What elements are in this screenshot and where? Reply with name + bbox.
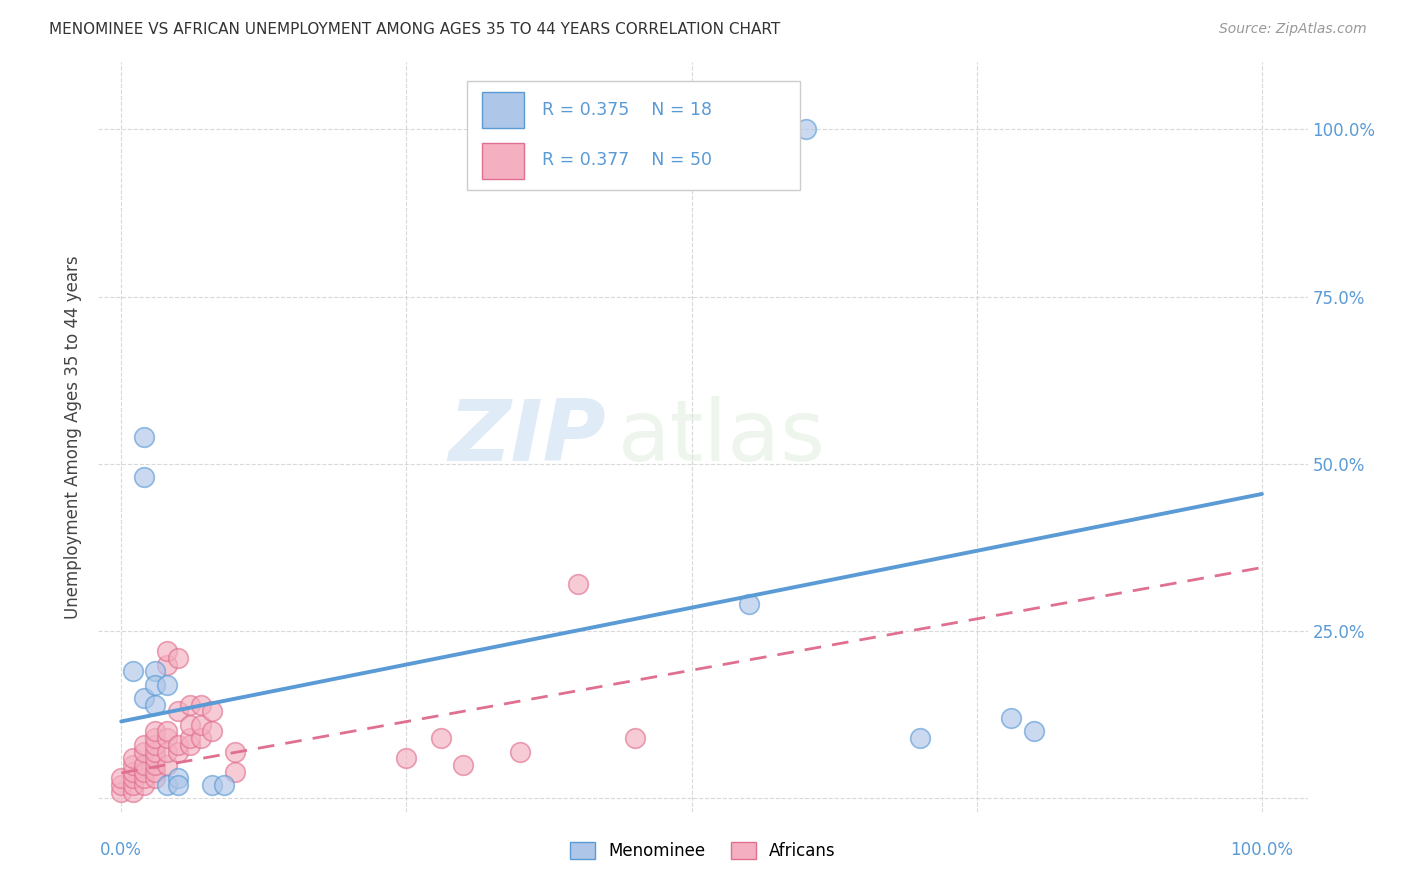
Point [110,771,132,786]
Point [179,717,201,731]
Point [132,764,155,779]
Point [167,744,190,758]
Point [132,470,155,484]
Point [179,738,201,752]
Point [201,724,224,739]
Point [145,724,167,739]
Point [121,758,143,772]
Point [145,738,167,752]
Point [190,731,212,746]
Bar [482,143,524,178]
Point [167,705,190,719]
Point [190,717,212,731]
Text: 0.0%: 0.0% [100,841,142,859]
Point [132,744,155,758]
Point [145,764,167,779]
Text: MENOMINEE VS AFRICAN UNEMPLOYMENT AMONG AGES 35 TO 44 YEARS CORRELATION CHART: MENOMINEE VS AFRICAN UNEMPLOYMENT AMONG … [49,22,780,37]
Point [794,122,817,136]
Point [145,771,167,786]
Point [429,731,451,746]
Point [737,598,759,612]
Point [156,731,179,746]
Text: Source: ZipAtlas.com: Source: ZipAtlas.com [1219,22,1367,37]
Legend: Menominee, Africans: Menominee, Africans [564,836,842,867]
Point [110,785,132,799]
Point [179,731,201,746]
Point [167,651,190,665]
Point [156,758,179,772]
Text: ZIP: ZIP [449,395,606,479]
FancyBboxPatch shape [467,81,800,190]
Point [156,744,179,758]
Y-axis label: Unemployment Among Ages 35 to 44 years: Unemployment Among Ages 35 to 44 years [65,255,83,619]
Text: R = 0.375    N = 18: R = 0.375 N = 18 [543,101,713,119]
Text: 100.0%: 100.0% [1230,841,1294,859]
Point [1022,724,1045,739]
Point [224,764,246,779]
Point [156,724,179,739]
Point [132,771,155,786]
Bar [482,93,524,128]
Point [145,758,167,772]
Point [145,731,167,746]
Point [1000,711,1022,725]
Point [156,678,179,692]
Point [167,778,190,792]
Point [145,744,167,758]
Point [395,751,418,765]
Point [623,731,645,746]
Point [224,744,246,758]
Point [132,430,155,444]
Point [156,778,179,792]
Point [145,698,167,712]
Point [121,751,143,765]
Point [145,678,167,692]
Point [212,778,235,792]
Point [132,758,155,772]
Point [156,644,179,658]
Point [132,778,155,792]
Point [167,738,190,752]
Point [121,785,143,799]
Point [121,664,143,679]
Point [453,758,475,772]
Point [179,698,201,712]
Point [908,731,931,746]
Point [190,698,212,712]
Point [201,778,224,792]
Point [121,778,143,792]
Text: atlas: atlas [619,395,827,479]
Point [201,705,224,719]
Point [121,771,143,786]
Point [132,738,155,752]
Point [167,771,190,786]
Point [145,751,167,765]
Point [110,778,132,792]
Point [145,664,167,679]
Text: R = 0.377    N = 50: R = 0.377 N = 50 [543,151,713,169]
Point [509,744,531,758]
Point [156,657,179,672]
Point [121,764,143,779]
Point [132,691,155,706]
Point [567,577,589,591]
